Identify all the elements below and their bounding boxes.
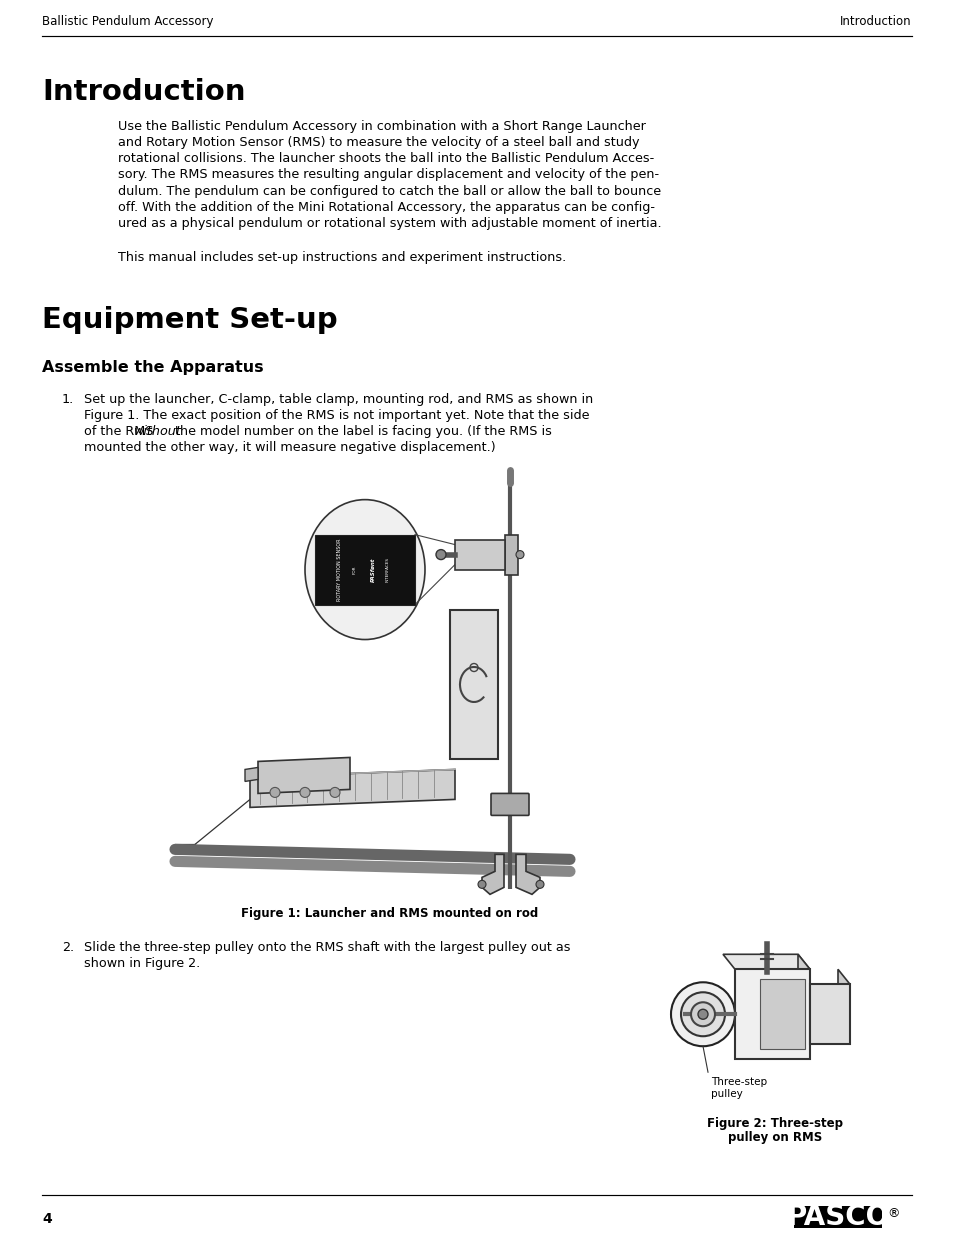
Text: Introduction: Introduction: [42, 78, 245, 106]
Text: Slide the three-step pulley onto the RMS shaft with the largest pulley out as: Slide the three-step pulley onto the RMS…: [84, 941, 570, 955]
Polygon shape: [504, 535, 517, 574]
Circle shape: [436, 550, 446, 559]
Text: ®: ®: [886, 1207, 899, 1220]
Polygon shape: [734, 969, 809, 1060]
Circle shape: [299, 788, 310, 798]
Circle shape: [680, 992, 724, 1036]
Text: PASfønt: PASfønt: [370, 557, 375, 582]
Polygon shape: [455, 540, 504, 569]
Text: of the RMS: of the RMS: [84, 425, 157, 438]
Text: sory. The RMS measures the resulting angular displacement and velocity of the pe: sory. The RMS measures the resulting ang…: [118, 168, 659, 182]
Polygon shape: [793, 1207, 882, 1228]
Text: Introduction: Introduction: [840, 16, 911, 28]
Circle shape: [690, 1003, 714, 1026]
Polygon shape: [481, 855, 503, 894]
Text: rotational collisions. The launcher shoots the ball into the Ballistic Pendulum : rotational collisions. The launcher shoo…: [118, 152, 654, 165]
Polygon shape: [837, 969, 849, 1045]
Text: This manual includes set-up instructions and experiment instructions.: This manual includes set-up instructions…: [118, 251, 566, 264]
Circle shape: [536, 881, 543, 888]
Text: Set up the launcher, C-clamp, table clamp, mounting rod, and RMS as shown in: Set up the launcher, C-clamp, table clam…: [84, 393, 593, 406]
Text: 4: 4: [42, 1212, 51, 1226]
Text: ROTARY MOTION SENSOR: ROTARY MOTION SENSOR: [337, 538, 342, 601]
Text: FOR: FOR: [353, 566, 356, 574]
Circle shape: [477, 881, 485, 888]
Circle shape: [516, 551, 523, 558]
Text: 1.: 1.: [62, 393, 74, 406]
Polygon shape: [809, 984, 849, 1045]
Text: Figure 2: Three-step: Figure 2: Three-step: [706, 1118, 842, 1130]
Text: Ballistic Pendulum Accessory: Ballistic Pendulum Accessory: [42, 16, 213, 28]
Text: INTERFACES: INTERFACES: [386, 557, 390, 582]
Text: the model number on the label is facing you. (If the RMS is: the model number on the label is facing …: [171, 425, 551, 438]
Text: shown in Figure 2.: shown in Figure 2.: [84, 957, 200, 971]
Polygon shape: [450, 610, 497, 760]
FancyBboxPatch shape: [491, 793, 529, 815]
Text: off. With the addition of the Mini Rotational Accessory, the apparatus can be co: off. With the addition of the Mini Rotat…: [118, 201, 655, 214]
Circle shape: [670, 982, 734, 1046]
Text: ured as a physical pendulum or rotational system with adjustable moment of inert: ured as a physical pendulum or rotationa…: [118, 217, 661, 230]
Polygon shape: [245, 767, 257, 782]
Polygon shape: [314, 535, 415, 605]
Text: Assemble the Apparatus: Assemble the Apparatus: [42, 359, 263, 374]
Text: dulum. The pendulum can be configured to catch the ball or allow the ball to bou: dulum. The pendulum can be configured to…: [118, 185, 660, 198]
Text: Figure 1. The exact position of the RMS is not important yet. Note that the side: Figure 1. The exact position of the RMS …: [84, 409, 589, 422]
Polygon shape: [250, 769, 455, 808]
Polygon shape: [722, 955, 809, 969]
Text: Use the Ballistic Pendulum Accessory in combination with a Short Range Launcher: Use the Ballistic Pendulum Accessory in …: [118, 120, 645, 133]
Polygon shape: [516, 855, 539, 894]
Text: Three-step
pulley: Three-step pulley: [710, 1077, 766, 1099]
Polygon shape: [257, 757, 350, 793]
Text: without: without: [133, 425, 182, 438]
Ellipse shape: [305, 500, 424, 640]
Circle shape: [270, 788, 280, 798]
Text: 2.: 2.: [62, 941, 74, 955]
Polygon shape: [760, 979, 804, 1050]
Text: Equipment Set-up: Equipment Set-up: [42, 306, 337, 333]
Polygon shape: [797, 955, 809, 1060]
Text: Figure 1: Launcher and RMS mounted on rod: Figure 1: Launcher and RMS mounted on ro…: [241, 908, 538, 920]
Text: mounted the other way, it will measure negative displacement.): mounted the other way, it will measure n…: [84, 441, 496, 454]
Text: pulley on RMS: pulley on RMS: [727, 1131, 821, 1144]
Text: PASCO: PASCO: [785, 1203, 888, 1231]
Text: and Rotary Motion Sensor (RMS) to measure the velocity of a steel ball and study: and Rotary Motion Sensor (RMS) to measur…: [118, 136, 639, 149]
Circle shape: [698, 1009, 707, 1019]
Circle shape: [330, 788, 339, 798]
